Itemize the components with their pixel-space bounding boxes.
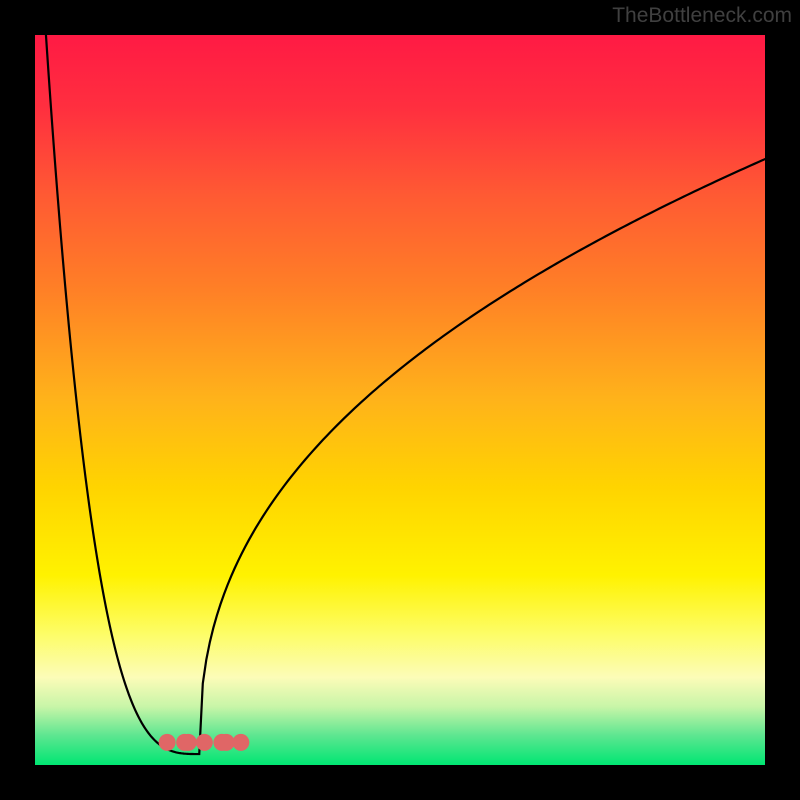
bottom-marker xyxy=(196,734,213,751)
bottom-marker xyxy=(159,734,176,751)
bottleneck-curve xyxy=(46,35,765,754)
watermark-text: TheBottleneck.com xyxy=(612,4,792,28)
chart-overlay-svg xyxy=(35,35,765,765)
bottom-marker xyxy=(232,734,249,751)
bottom-marker xyxy=(180,734,197,751)
chart-canvas: { "watermark": { "text": "TheBottleneck.… xyxy=(0,0,800,800)
chart-frame xyxy=(35,35,765,765)
bottom-marker xyxy=(218,734,235,751)
